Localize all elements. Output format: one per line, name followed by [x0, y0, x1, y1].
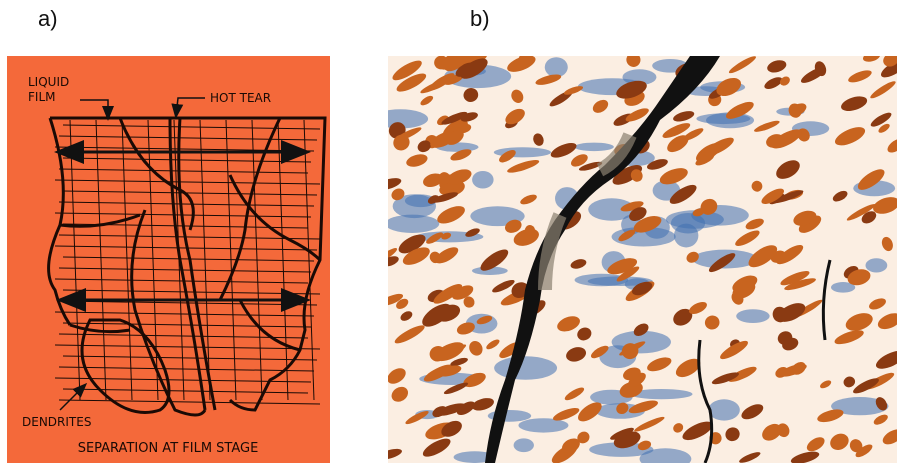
texture: [514, 438, 534, 452]
annotation: FILM: [28, 90, 55, 104]
diagram: LIQUID FILM HOT TEAR DENDRITES SEPARATIO…: [7, 56, 330, 463]
annotation: DENDRITES: [22, 415, 91, 429]
texture: [708, 399, 739, 420]
annotation: LIQUID: [28, 75, 69, 89]
caption: SEPARATION AT FILM STAGE: [78, 441, 259, 456]
texture: [494, 356, 557, 379]
texture: [518, 418, 568, 432]
panels: LIQUID FILM HOT TEAR DENDRITES SEPARATIO…: [0, 0, 899, 466]
texture: [472, 171, 493, 189]
texture: [736, 309, 769, 323]
figure: a) b): [0, 0, 899, 466]
texture: [545, 57, 568, 77]
micrograph: [373, 45, 899, 466]
texture: [866, 258, 888, 272]
annotation: HOT TEAR: [210, 91, 271, 105]
texture: [574, 143, 614, 152]
texture: [674, 224, 698, 248]
